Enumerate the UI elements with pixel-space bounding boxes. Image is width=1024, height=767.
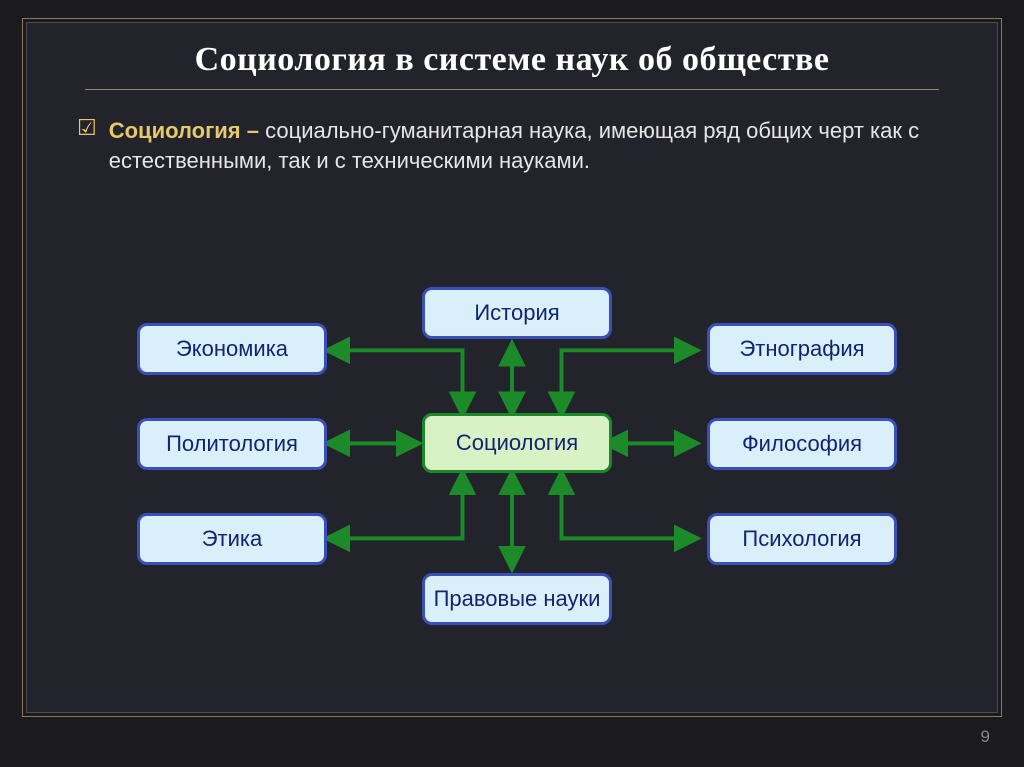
node-label: Правовые науки: [434, 586, 601, 612]
slide-title: Социология в системе наук об обществе: [27, 41, 997, 79]
diagram-area: Социология История Экономика Этнография …: [27, 263, 997, 693]
node-label: Философия: [742, 431, 862, 457]
node-label: Экономика: [176, 336, 288, 362]
node-politology: Политология: [137, 418, 327, 470]
node-ethnography: Этнография: [707, 323, 897, 375]
node-psychology: Психология: [707, 513, 897, 565]
edge-psychology: [561, 473, 696, 538]
edge-ethnography: [561, 350, 696, 413]
definition-text: Социология – социально-гуманитарная наук…: [109, 116, 947, 175]
edge-ethics: [328, 473, 463, 538]
slide-body: Социология в системе наук об обществе ☑ …: [26, 22, 998, 713]
node-history: История: [422, 287, 612, 339]
node-label: История: [474, 300, 559, 326]
node-law: Правовые науки: [422, 573, 612, 625]
node-label: Психология: [742, 526, 861, 552]
definition-block: ☑ Социология – социально-гуманитарная на…: [77, 116, 947, 175]
page-number: 9: [981, 727, 990, 747]
node-economics: Экономика: [137, 323, 327, 375]
node-label: Этнография: [739, 336, 864, 362]
node-label: Политология: [166, 431, 298, 457]
definition-line: ☑ Социология – социально-гуманитарная на…: [77, 116, 947, 175]
title-underline: [85, 89, 939, 90]
node-label: Этика: [202, 526, 263, 552]
checkbox-icon: ☑: [77, 116, 97, 140]
edge-economics: [328, 350, 463, 413]
center-node-label: Социология: [456, 430, 578, 456]
node-ethics: Этика: [137, 513, 327, 565]
definition-term: Социология –: [109, 118, 259, 143]
outer-frame: Социология в системе наук об обществе ☑ …: [22, 18, 1002, 717]
center-node-sociology: Социология: [422, 413, 612, 473]
node-philosophy: Философия: [707, 418, 897, 470]
